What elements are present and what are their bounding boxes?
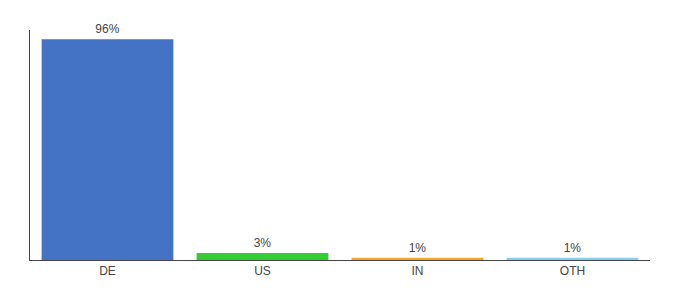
svg-text:US: US bbox=[254, 264, 271, 278]
svg-text:DE: DE bbox=[99, 264, 116, 278]
svg-text:1%: 1% bbox=[409, 241, 427, 255]
svg-text:3%: 3% bbox=[254, 236, 272, 250]
svg-text:OTH: OTH bbox=[560, 264, 585, 278]
svg-text:96%: 96% bbox=[95, 22, 119, 36]
svg-text:IN: IN bbox=[412, 264, 424, 278]
svg-text:1%: 1% bbox=[564, 241, 582, 255]
